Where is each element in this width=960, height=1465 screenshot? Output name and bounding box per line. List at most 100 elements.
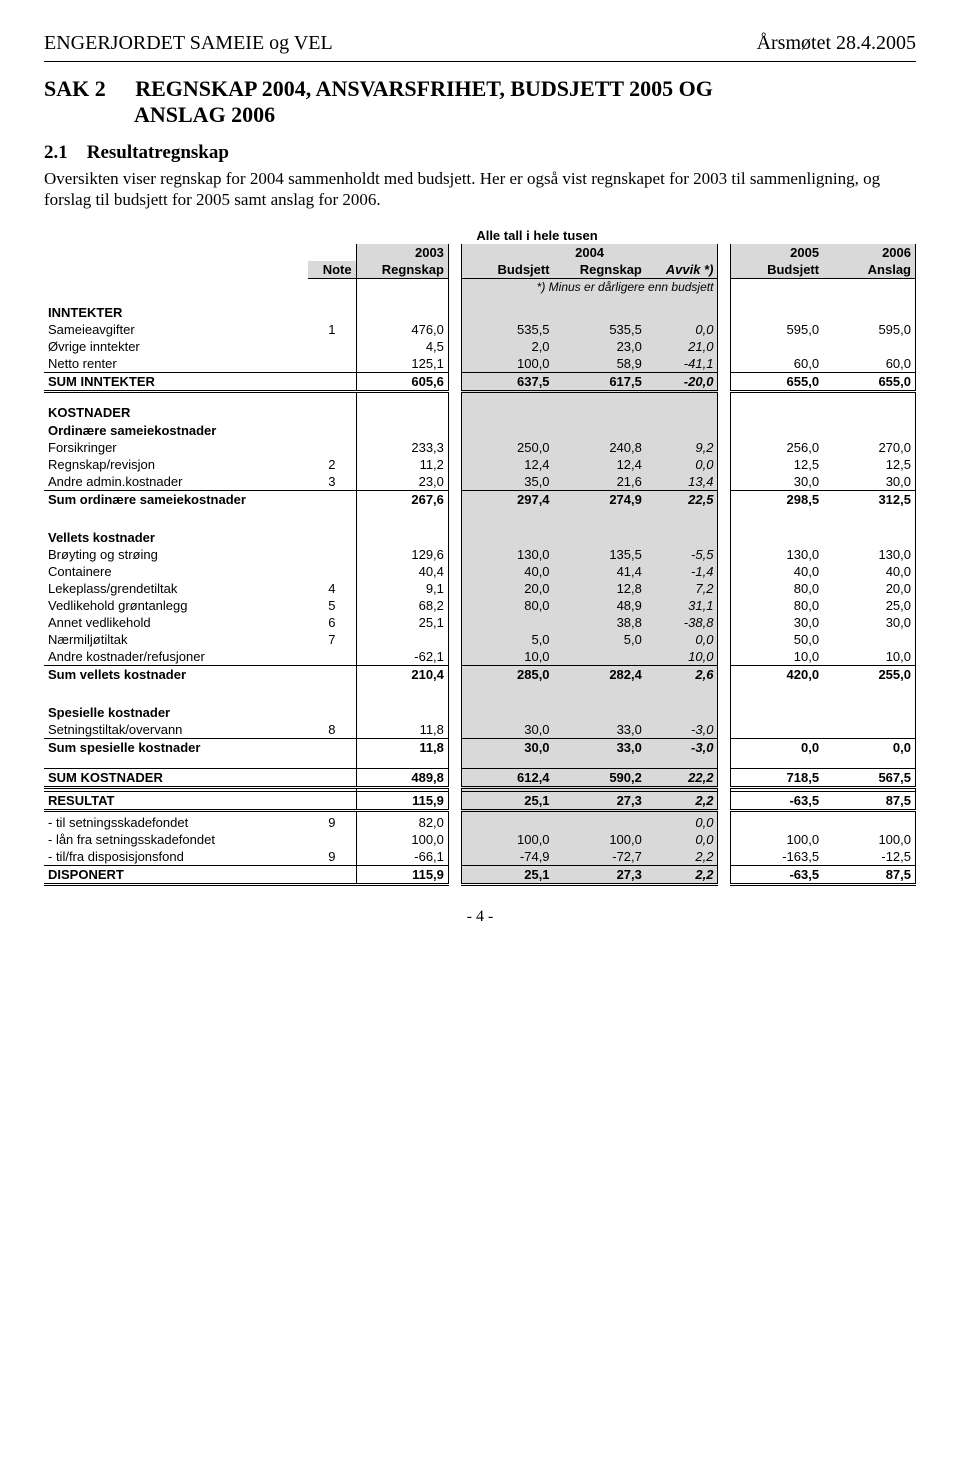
val: 100,0: [461, 355, 553, 373]
sak-prefix: SAK 2: [44, 76, 106, 101]
val: 13,4: [646, 473, 718, 491]
val: 637,5: [461, 372, 553, 391]
val: -20,0: [646, 372, 718, 391]
row-label: Netto renter: [44, 355, 308, 373]
header-left: ENGERJORDET SAMEIE og VEL: [44, 32, 333, 55]
val: 11,8: [356, 721, 448, 739]
val: 27,3: [554, 865, 646, 884]
year-2006: 2006: [823, 244, 915, 261]
table-caption: Alle tall i hele tusen: [356, 227, 718, 244]
val: 100,0: [356, 831, 448, 848]
row-note: 7: [308, 631, 356, 648]
val: 12,5: [731, 456, 823, 473]
val: [823, 721, 915, 739]
val: 297,4: [461, 490, 553, 508]
val: [823, 338, 915, 355]
val: 0,0: [646, 814, 718, 831]
spacer: [44, 683, 916, 695]
val: 68,2: [356, 597, 448, 614]
val: 80,0: [731, 597, 823, 614]
sum-vel-label: Sum vellets kostnader: [44, 665, 308, 683]
table-row: Lekeplass/grendetiltak49,120,012,87,280,…: [44, 580, 916, 597]
val: 25,0: [823, 597, 915, 614]
val: [731, 721, 823, 739]
val: 0,0: [646, 321, 718, 338]
val: 130,0: [461, 546, 553, 563]
val: 80,0: [731, 580, 823, 597]
table-row: - til/fra disposisjonsfond9-66,1-74,9-72…: [44, 848, 916, 866]
head-row: Note Regnskap Budsjett Regnskap Avvik *)…: [44, 261, 916, 279]
val: 41,4: [554, 563, 646, 580]
val: 115,9: [356, 865, 448, 884]
val: 82,0: [356, 814, 448, 831]
val: 60,0: [823, 355, 915, 373]
row-label: Lekeplass/grendetiltak: [44, 580, 308, 597]
val: 10,0: [731, 648, 823, 666]
val: -3,0: [646, 721, 718, 739]
val: 10,0: [461, 648, 553, 666]
section-spes: Spesielle kostnader: [44, 695, 916, 721]
val: 130,0: [731, 546, 823, 563]
page-header: ENGERJORDET SAMEIE og VEL Årsmøtet 28.4.…: [44, 32, 916, 55]
val: 210,4: [356, 665, 448, 683]
val: -3,0: [646, 738, 718, 756]
val: 100,0: [823, 831, 915, 848]
row-label: Vedlikehold grøntanlegg: [44, 597, 308, 614]
table-row: Vedlikehold grøntanlegg568,280,048,931,1…: [44, 597, 916, 614]
val: 0,0: [646, 456, 718, 473]
row-label: Øvrige inntekter: [44, 338, 308, 355]
row-label: Regnskap/revisjon: [44, 456, 308, 473]
val: 255,0: [823, 665, 915, 683]
row-note: 9: [308, 814, 356, 831]
row-label: Containere: [44, 563, 308, 580]
val: 10,0: [646, 648, 718, 666]
val: 2,2: [646, 848, 718, 866]
table-row: Containere40,440,041,4-1,440,040,0: [44, 563, 916, 580]
sum-spes: Sum spesielle kostnader 11,8 30,0 33,0 -…: [44, 738, 916, 756]
val: 21,0: [646, 338, 718, 355]
head-anslag: Anslag: [823, 261, 915, 279]
sak-line2: ANSLAG 2006: [134, 102, 916, 128]
head-budsjett05: Budsjett: [731, 261, 823, 279]
sum-kost-label: SUM KOSTNADER: [44, 768, 308, 787]
section-vel: Vellets kostnader: [44, 520, 916, 546]
val: 11,8: [356, 738, 448, 756]
row-note: [308, 831, 356, 848]
year-row: 2003 2004 2005 2006: [44, 244, 916, 261]
val: 535,5: [554, 321, 646, 338]
sum-kostnader: SUM KOSTNADER 489,8 612,4 590,2 22,2 718…: [44, 768, 916, 787]
val: 30,0: [461, 721, 553, 739]
row-label: Andre admin.kostnader: [44, 473, 308, 491]
val: 23,0: [554, 338, 646, 355]
val: 256,0: [731, 439, 823, 456]
section-inntekter: INNTEKTER: [44, 295, 916, 321]
val: 20,0: [823, 580, 915, 597]
val: 2,2: [646, 865, 718, 884]
val: 20,0: [461, 580, 553, 597]
table-row: Andre kostnader/refusjoner-62,110,010,01…: [44, 648, 916, 666]
row-label: - til/fra disposisjonsfond: [44, 848, 308, 866]
page-number: - 4 -: [44, 908, 916, 926]
table-row: - lån fra setningsskadefondet100,0100,01…: [44, 831, 916, 848]
table-row: Annet vedlikehold625,138,8-38,830,030,0: [44, 614, 916, 631]
head-regnskap04: Regnskap: [554, 261, 646, 279]
val: 11,2: [356, 456, 448, 473]
val: 23,0: [356, 473, 448, 491]
row-label: Setningstiltak/overvann: [44, 721, 308, 739]
val: 38,8: [554, 614, 646, 631]
val: 87,5: [823, 791, 915, 810]
head-budsjett04: Budsjett: [461, 261, 553, 279]
val: 40,0: [823, 563, 915, 580]
section-kostnader: KOSTNADER: [44, 395, 916, 421]
row-note: [308, 338, 356, 355]
val: 233,3: [356, 439, 448, 456]
header-right: Årsmøtet 28.4.2005: [757, 32, 916, 55]
table-row: Andre admin.kostnader323,035,021,613,430…: [44, 473, 916, 491]
sum-inntekter-label: SUM INNTEKTER: [44, 372, 308, 391]
val: 274,9: [554, 490, 646, 508]
val: 0,0: [731, 738, 823, 756]
val: 22,5: [646, 490, 718, 508]
row-label: Andre kostnader/refusjoner: [44, 648, 308, 666]
table-end: [44, 884, 916, 888]
val: [731, 338, 823, 355]
